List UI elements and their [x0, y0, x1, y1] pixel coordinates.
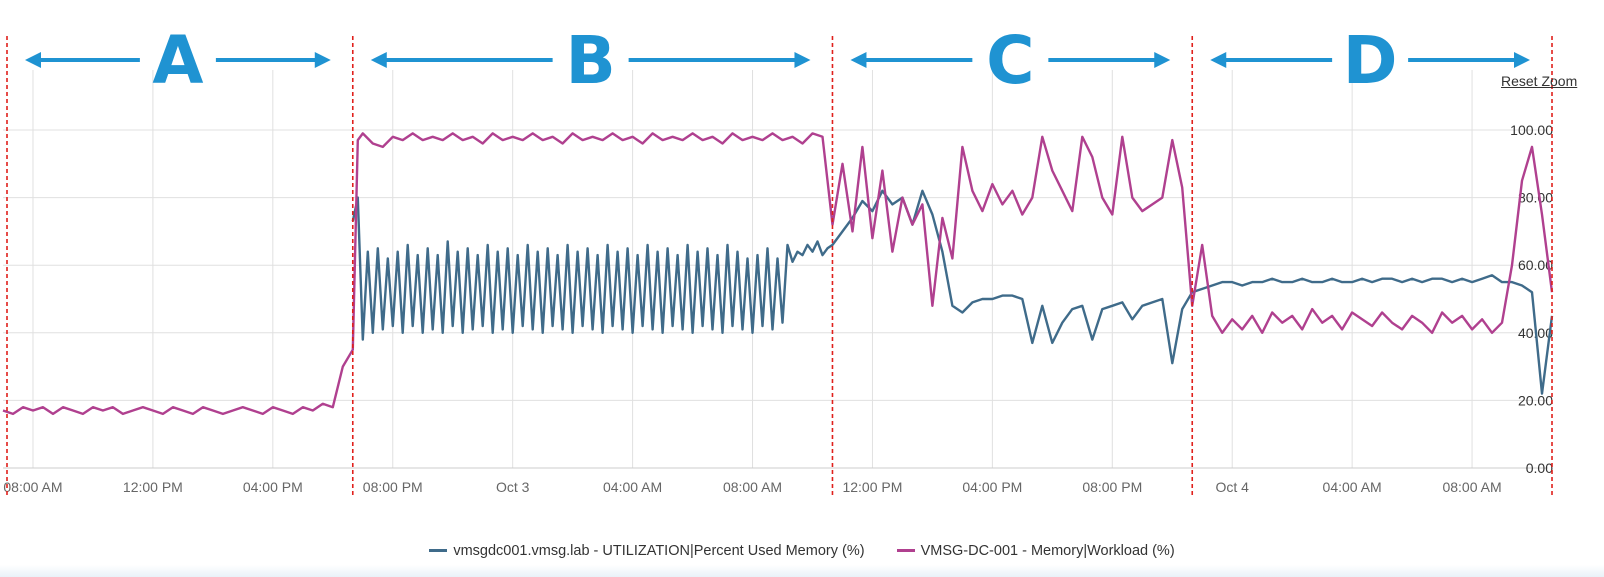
x-tick-label: 08:00 PM: [1082, 479, 1142, 495]
region-label: C: [986, 22, 1034, 99]
arrow-head-left: [25, 52, 41, 68]
legend-label: VMSG-DC-001 - Memory|Workload (%): [920, 542, 1175, 559]
legend-line-workload: [896, 549, 915, 552]
arrow-head-left: [370, 52, 387, 68]
x-tick-label: 08:00 AM: [723, 479, 782, 495]
y-tick-label: 60.00: [1518, 257, 1553, 273]
x-axis-ticks: 08:00 AM 12:00 PM 04:00 PM 08:00 PM Oct 3 04:…: [3, 479, 1501, 495]
x-tick-label: 04:00 AM: [603, 479, 662, 495]
x-tick-label: Oct 4: [1215, 479, 1249, 495]
region-c: C: [850, 22, 1171, 99]
region-a: A: [25, 22, 331, 99]
region-label: D: [1343, 22, 1398, 99]
grid: [3, 70, 1548, 469]
chart-legend: vmsgdc001.vmsg.lab - UTILIZATION|Percent…: [0, 540, 1604, 559]
y-tick-label: 80.00: [1518, 190, 1553, 206]
y-tick-label: 100.00: [1510, 122, 1553, 138]
region-label: A: [152, 22, 203, 99]
legend-item-utilization[interactable]: vmsgdc001.vmsg.lab - UTILIZATION|Percent…: [429, 542, 865, 559]
arrow-head-right: [1154, 52, 1171, 68]
legend-label: vmsgdc001.vmsg.lab - UTILIZATION|Percent…: [453, 542, 865, 559]
region-label: B: [565, 22, 615, 99]
series-line-utilization: [351, 189, 1554, 395]
y-tick-label: 0.00: [1526, 460, 1553, 476]
legend-item-workload[interactable]: VMSG-DC-001 - Memory|Workload (%): [896, 542, 1175, 559]
x-tick-label: 12:00 PM: [842, 479, 902, 495]
x-tick-label: 04:00 AM: [1323, 479, 1382, 495]
region-b: B: [370, 22, 811, 99]
region-separators: [6, 36, 1553, 497]
x-tick-label: 08:00 PM: [363, 479, 423, 495]
arrow-head-right: [794, 52, 811, 68]
legend-line-utilization: [429, 549, 448, 552]
x-tick-label: 12:00 PM: [123, 479, 183, 495]
region-annotations: A B C D: [25, 22, 1531, 99]
x-tick-label: 08:00 AM: [3, 479, 62, 495]
arrow-head-right: [1514, 52, 1531, 68]
x-tick-label: Oct 3: [496, 479, 530, 495]
x-tick-label: 04:00 PM: [243, 479, 303, 495]
x-tick-label: 04:00 PM: [962, 479, 1022, 495]
arrow-head-left: [850, 52, 867, 68]
series-lines: [2, 132, 1554, 416]
arrow-head-left: [1210, 52, 1227, 68]
x-tick-label: 08:00 AM: [1442, 479, 1501, 495]
series-line-workload: [2, 132, 1554, 416]
reset-zoom-button[interactable]: Reset Zoom: [1501, 73, 1578, 89]
y-tick-label: 20.00: [1518, 392, 1553, 408]
arrow-head-right: [314, 52, 331, 68]
bottom-fade: [0, 565, 1604, 577]
region-d: D: [1210, 22, 1531, 99]
